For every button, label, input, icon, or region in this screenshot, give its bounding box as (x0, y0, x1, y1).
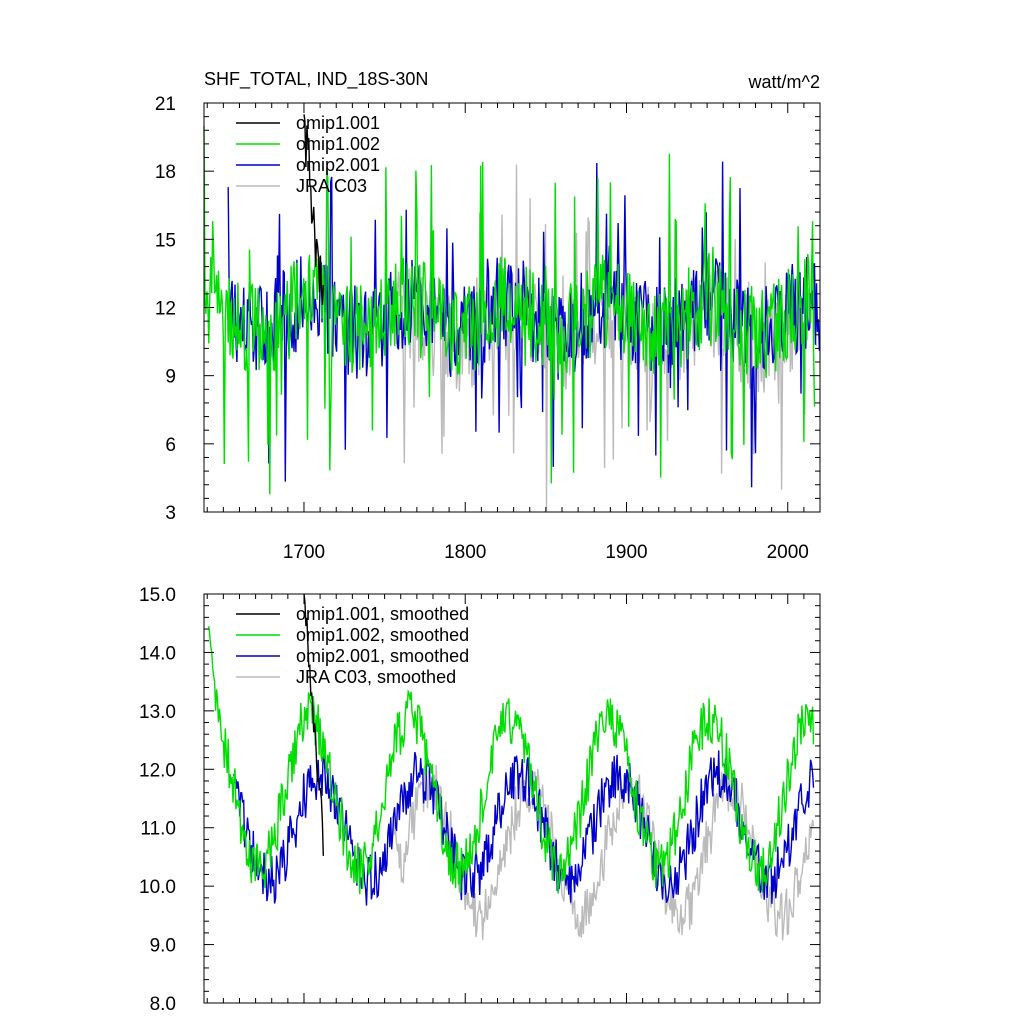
legend-label: omip2.001 (296, 155, 380, 175)
series-line-omip1-001-smoothed (303, 593, 324, 856)
top-panel: SHF_TOTAL, IND_18S-30N watt/m^2 3 6 9 12 15 1… (155, 69, 821, 563)
y-tick-label: 13.0 (139, 702, 176, 723)
series-line-omip1-002 (203, 125, 816, 495)
y-tick-label: 15 (155, 230, 176, 251)
top-panel-ticks (204, 102, 821, 513)
legend-label: JRA C03 (296, 176, 367, 196)
legend-label: omip1.002, smoothed (296, 625, 469, 645)
top-panel-x-tick-labels: 1700 1800 1900 2000 (283, 542, 809, 563)
y-tick-label: 9.0 (150, 936, 176, 957)
y-tick-label: 6 (165, 435, 176, 456)
y-tick-label: 3 (165, 503, 176, 524)
series-line-omip1-002-smoothed (208, 626, 815, 895)
y-tick-label: 9 (165, 367, 176, 388)
y-tick-label: 11.0 (140, 819, 176, 840)
bottom-panel-frame (203, 593, 821, 1004)
y-tick-label: 14.0 (139, 643, 176, 664)
series-line-omip1-001 (303, 114, 324, 305)
bottom-panel-lines (208, 593, 815, 941)
y-tick-label: 15.0 (139, 585, 176, 606)
legend-label: omip1.001, smoothed (296, 604, 469, 624)
legend-label: JRA C03, smoothed (296, 667, 456, 687)
bottom-panel: 8.0 9.0 10.0 11.0 12.0 13.0 14.0 15.0 omip1.001… (139, 585, 821, 1015)
y-tick-label: 12 (155, 299, 176, 320)
bottom-panel-y-tick-labels: 8.0 9.0 10.0 11.0 12.0 13.0 14.0 15.0 (139, 585, 176, 1015)
y-tick-label: 10.0 (139, 877, 176, 898)
y-tick-label: 18 (155, 162, 176, 183)
legend-label: omip1.001 (296, 113, 380, 133)
legend-label: omip1.002 (296, 134, 380, 154)
top-panel-lines (203, 114, 821, 511)
x-tick-label: 1700 (283, 542, 325, 563)
y-tick-label: 8.0 (150, 994, 176, 1015)
x-tick-label: 1800 (444, 542, 486, 563)
x-tick-label: 1900 (605, 542, 647, 563)
top-panel-y-tick-labels: 3 6 9 12 15 18 21 (155, 94, 176, 524)
top-panel-title: SHF_TOTAL, IND_18S-30N (204, 69, 428, 90)
legend-label: omip2.001, smoothed (296, 646, 469, 666)
bottom-panel-ticks (204, 593, 821, 1004)
top-panel-units: watt/m^2 (748, 72, 820, 92)
x-tick-label: 2000 (767, 542, 809, 563)
series-line-omip2-001-smoothed (232, 750, 815, 906)
y-tick-label: 12.0 (139, 760, 176, 781)
y-tick-label: 21 (155, 94, 176, 115)
